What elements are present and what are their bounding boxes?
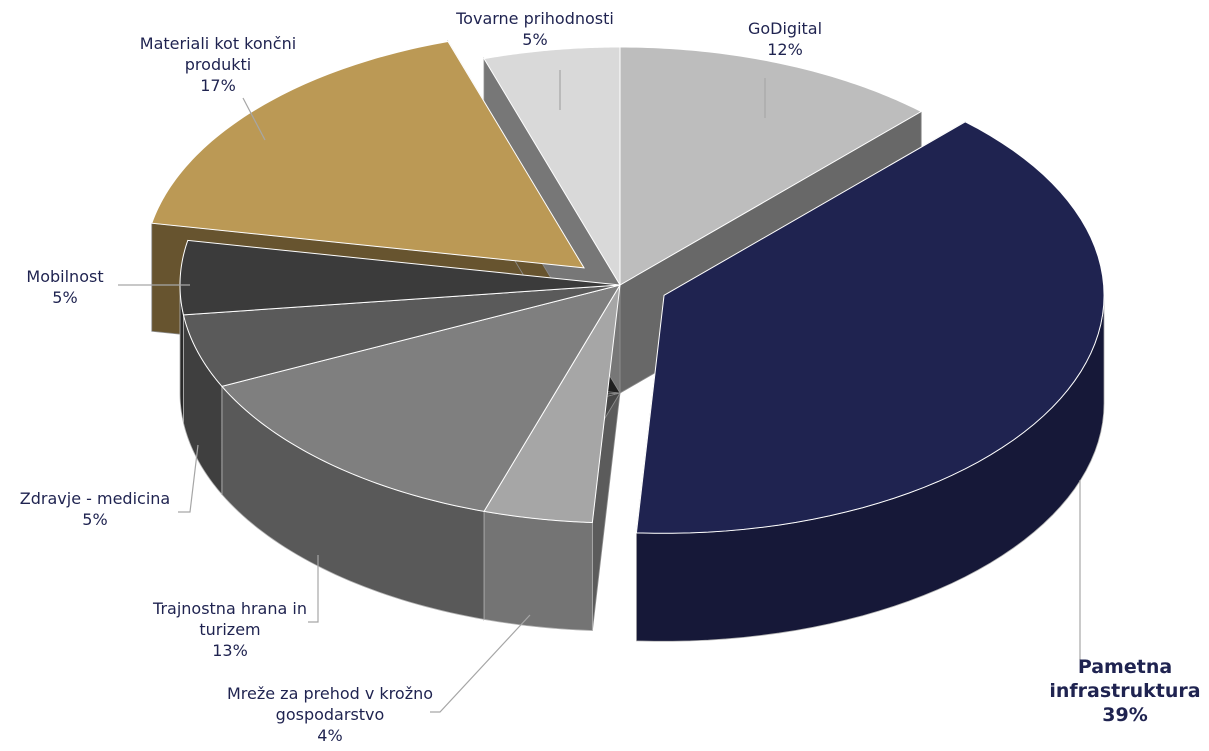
label-value: 4% — [317, 726, 343, 745]
leader-lines — [118, 70, 1081, 713]
label-value: 5% — [82, 510, 108, 529]
slice — [619, 46, 923, 286]
slice — [483, 46, 621, 287]
label-value: 13% — [212, 641, 248, 660]
walls — [179, 284, 1105, 642]
tops — [151, 40, 1105, 534]
label-name: GoDigital — [747, 19, 823, 38]
label-value: 39% — [1102, 704, 1148, 726]
leader-line — [178, 444, 199, 513]
leader-line — [308, 555, 319, 623]
data-label: Tovarne prihodnosti 5% — [435, 8, 635, 50]
label-name: Zdravje - medicina — [19, 489, 171, 508]
label-name: Trajnostna hrana in turizem — [153, 599, 307, 639]
slice — [483, 284, 621, 524]
label-value: 5% — [52, 288, 78, 307]
slice — [220, 284, 622, 512]
slice — [635, 121, 1105, 534]
data-label: Zdravje - medicina 5% — [5, 488, 185, 530]
label-value: 5% — [522, 30, 548, 49]
data-label: Trajnostna hrana in turizem 13% — [135, 598, 325, 661]
slice — [179, 239, 621, 316]
data-label: Materiali kot končni produkti 17% — [118, 33, 318, 96]
label-name: Mreže za prehod v krožno gospodarstvo — [226, 684, 434, 724]
leader-line — [430, 614, 531, 713]
label-value: 17% — [200, 76, 236, 95]
data-label: GoDigital 12% — [705, 18, 865, 60]
data-label: Mobilnost 5% — [5, 266, 125, 308]
label-name: Mobilnost — [26, 267, 104, 286]
label-name: Materiali kot končni produkti — [139, 34, 297, 74]
label-name: Pametna infrastruktura — [1049, 656, 1201, 702]
label-value: 12% — [767, 40, 803, 59]
data-label: Pametna infrastruktura 39% — [1040, 655, 1209, 727]
slice — [151, 40, 585, 269]
leader-line — [242, 97, 266, 141]
slice — [182, 284, 621, 387]
data-label: Mreže za prehod v krožno gospodarstvo 4% — [195, 683, 465, 746]
label-name: Tovarne prihodnosti — [456, 9, 614, 28]
slice-wall — [483, 510, 593, 631]
